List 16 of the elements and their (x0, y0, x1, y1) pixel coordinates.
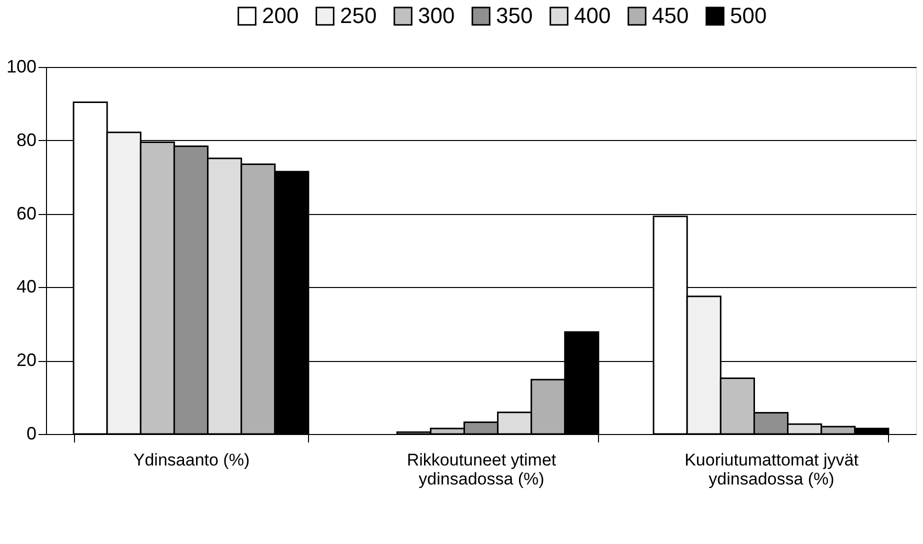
legend-label: 300 (418, 3, 455, 28)
legend-label: 400 (574, 3, 611, 28)
legend-label: 250 (340, 3, 377, 28)
y-tick-label: 80 (16, 130, 36, 150)
x-tick-label: Rikkoutuneet ytimet ydinsadossa (%) (406, 450, 556, 488)
x-tick-label: Ydinsaanto (%) (133, 450, 250, 470)
legend-label: 500 (730, 3, 767, 28)
y-tick-label: 40 (16, 276, 36, 297)
y-tick-label: 0 (26, 424, 36, 444)
y-tick-label: 60 (16, 203, 36, 224)
x-tick-label: Kuoriutumattomat jyvät ydinsadossa (%) (684, 450, 859, 488)
y-tick-label: 20 (16, 350, 36, 370)
legend-label: 200 (262, 3, 299, 28)
y-tick-label: 100 (6, 56, 36, 76)
legend-label: 450 (652, 3, 689, 28)
legend-label: 350 (496, 3, 533, 28)
